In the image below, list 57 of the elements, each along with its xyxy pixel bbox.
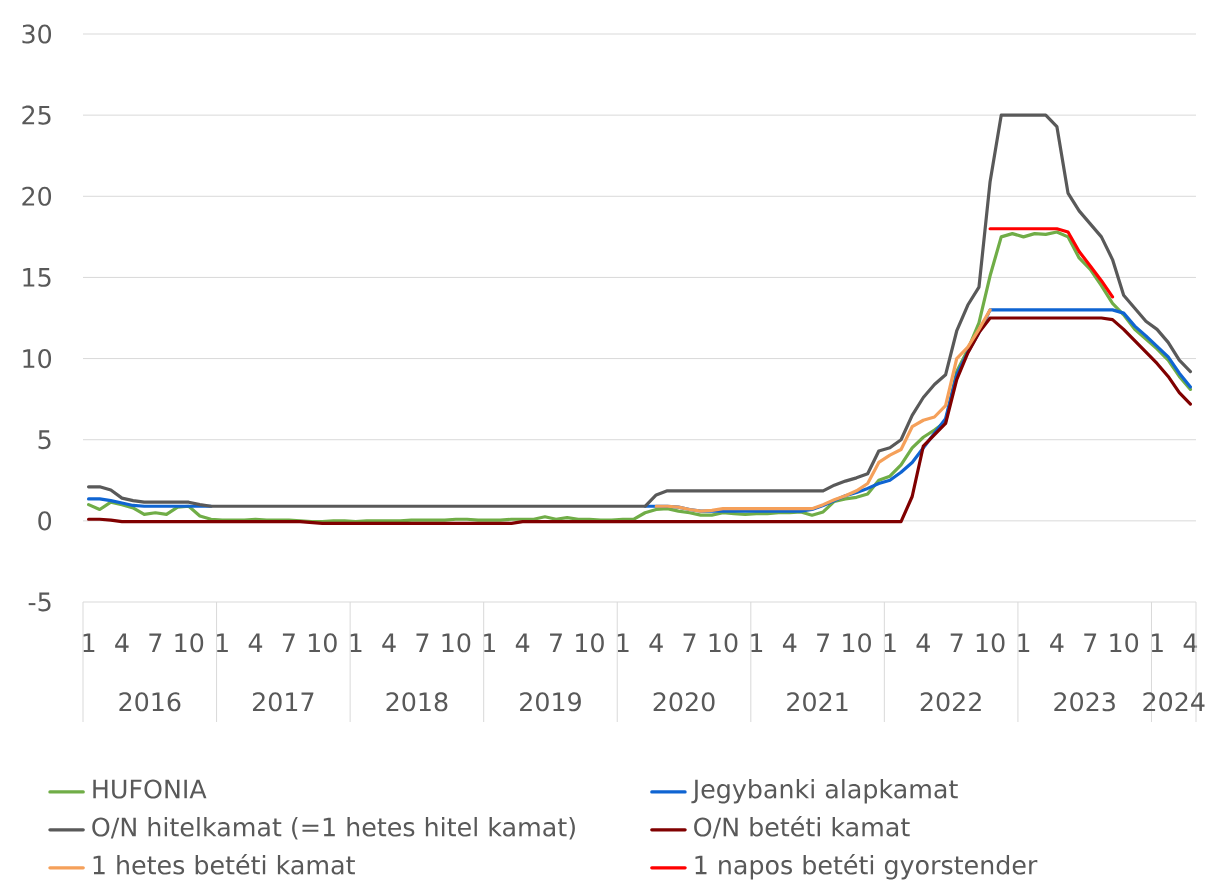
x-tick-label: 10 (709, 633, 738, 653)
legend-label: HUFONIA (93, 779, 207, 799)
legend-label: O/N hitelkamat (=1 hetes hitel kamat) (92, 816, 575, 840)
y-tick-label: 10 (23, 349, 52, 369)
x-tick-label: 1 (83, 633, 95, 652)
text: 2022 (920, 692, 981, 712)
x-tick-label: 10 (576, 633, 604, 653)
y-tick-label: -5 (28, 592, 51, 612)
y-tick-label: 25 (22, 105, 51, 125)
x-tick-label: 7 (550, 633, 562, 652)
x-tick-label: 1 (1018, 633, 1030, 652)
x-tick-label: 1 (350, 633, 362, 652)
x-tick-label: 1 (617, 633, 629, 652)
x-tick-label: 4 (649, 633, 663, 652)
x-tick-label: 7 (416, 633, 429, 652)
x-tick-label: 4 (248, 633, 263, 652)
text: 2024 (1143, 692, 1205, 712)
y-tick-label: 15 (23, 268, 51, 287)
y-tick-label: 5 (38, 430, 51, 450)
x-tick-label: 7 (1084, 633, 1097, 652)
y-tick-label: 0 (38, 511, 52, 531)
y-tick-label: 20 (22, 186, 52, 206)
y-tick-label: 30 (22, 24, 52, 44)
text: 2023 (1054, 692, 1115, 712)
legend-label: 1 napos betéti gyorstender (695, 853, 1038, 880)
x-tick-label: 4 (916, 633, 930, 652)
text: 2018 (386, 692, 448, 712)
x-tick-label: 1 (1151, 633, 1163, 652)
x-tick-label: 4 (115, 633, 129, 652)
x-tick-label: 7 (950, 633, 963, 652)
x-tick-label: 4 (382, 633, 396, 652)
legend-label: O/N betéti kamat (694, 815, 910, 839)
x-tick-label: 1 (751, 633, 763, 652)
x-tick-label: 4 (782, 633, 797, 652)
x-tick-label: 10 (442, 633, 471, 653)
x-tick-label: 10 (843, 633, 871, 653)
x-tick-label: 1 (216, 633, 228, 652)
text: 2020 (653, 692, 715, 712)
text: 2017 (252, 692, 314, 712)
x-tick-label: 7 (282, 633, 295, 652)
legend-label: Jegybanki alapkamat (691, 778, 958, 804)
x-tick-label: 1 (483, 633, 495, 652)
x-tick-label: 7 (683, 633, 696, 652)
x-tick-label: 10 (976, 633, 1005, 653)
x-tick-label: 10 (1110, 633, 1139, 653)
x-tick-label: 4 (1183, 633, 1198, 652)
x-tick-label: 1 (884, 633, 896, 652)
x-tick-label: 7 (149, 633, 162, 652)
text: 2016 (119, 692, 181, 712)
x-tick-label: 7 (817, 633, 830, 652)
x-tick-label: 10 (308, 633, 337, 653)
x-tick-label: 4 (515, 633, 530, 652)
x-tick-label: 10 (175, 633, 204, 653)
text: 2021 (787, 692, 848, 712)
x-tick-label: 4 (1050, 633, 1064, 652)
text: 2019 (520, 692, 581, 712)
legend-label: 1 hetes betéti kamat (93, 853, 355, 875)
